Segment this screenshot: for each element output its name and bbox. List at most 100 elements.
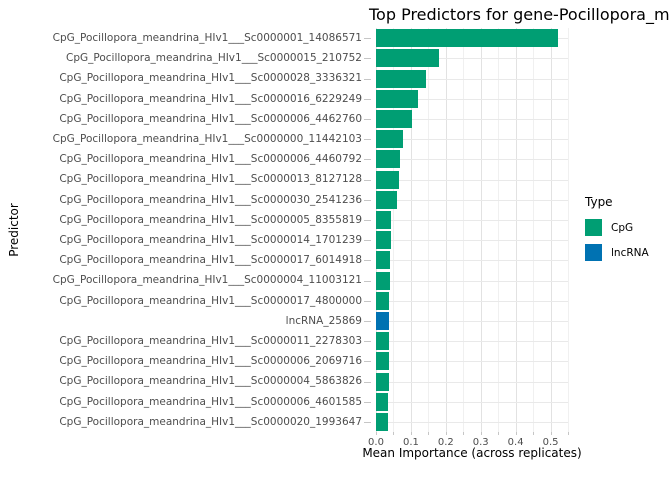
y-axis-tick [364,58,371,60]
bar [376,231,391,250]
minor-gridline [498,28,500,432]
legend-item: lncRNA [585,244,649,261]
x-axis-tick [376,432,377,435]
x-axis-tick [393,432,395,435]
row-gridline [376,179,568,181]
x-axis-tick [550,432,552,435]
y-axis-label: CpG_Pocillopora_meandrina_HIv1___Sc00000… [59,72,362,85]
major-gridline [515,28,517,432]
legend-title: Type [585,195,613,209]
legend-swatch-lncrna [585,244,602,261]
minor-gridline [428,28,430,432]
y-axis-label: CpG_Pocillopora_meandrina_HIv1___Sc00000… [59,193,362,206]
x-axis-tick [533,432,535,435]
y-axis-tick [364,118,371,120]
y-axis-label: CpG_Pocillopora_meandrina_HIv1___Sc00000… [59,415,362,428]
y-axis-label: CpG_Pocillopora_meandrina_HIv1___Sc00000… [59,375,362,388]
y-axis-label: CpG_Pocillopora_meandrina_HIv1___Sc00000… [59,335,362,347]
bar [376,109,413,128]
row-gridline [376,78,568,80]
bar [376,49,439,68]
bar [376,352,389,371]
x-axis-tick [410,432,412,435]
bar [376,130,403,149]
plot-panel [376,28,569,432]
y-axis-tick [364,38,371,40]
bar [376,311,389,330]
major-gridline [480,28,482,432]
x-tick-label: 0.5 [542,437,559,448]
legend-swatch-cpg [585,219,602,236]
major-gridline [376,28,377,432]
bar [376,29,558,48]
y-axis-label: CpG_Pocillopora_meandrina_HIv1___Sc00000… [52,133,362,145]
legend-label: lncRNA [611,246,649,259]
y-axis-label: CpG_Pocillopora_meandrina_HIv1___Sc00000… [59,355,362,368]
legend-item: CpG [585,219,649,236]
y-axis-tick [364,381,371,383]
y-axis-label: CpG_Pocillopora_meandrina_HIv1___Sc00000… [66,52,362,65]
y-axis-label: CpG_Pocillopora_meandrina_HIv1___Sc00000… [59,234,362,246]
y-axis-tick [364,300,371,302]
row-gridline [376,260,568,262]
y-axis-tick [364,78,371,80]
bar [376,150,401,169]
y-axis-label: CpG_Pocillopora_meandrina_HIv1___Sc00000… [59,92,362,105]
legend-label: CpG [611,221,634,234]
bar [376,251,391,270]
major-gridline [445,28,447,432]
major-gridline [410,28,412,432]
x-axis-tick [445,432,447,435]
y-axis-tick [364,361,371,363]
x-tick-label: 0.0 [368,437,384,448]
y-axis-tick [364,139,371,141]
y-axis-label: CpG_Pocillopora_meandrina_HIv1___Sc00000… [59,254,362,267]
minor-gridline [463,28,465,432]
y-axis-tick [364,240,371,242]
row-gridline [376,280,568,282]
y-axis-tick [364,199,371,201]
y-axis-label: CpG_Pocillopora_meandrina_HIv1___Sc00000… [59,153,362,166]
row-gridline [376,98,568,100]
x-axis-tick [480,432,482,435]
row-gridline [376,421,568,423]
row-gridline [376,219,568,221]
row-gridline [376,199,568,201]
major-gridline [550,28,552,432]
x-axis-tick [428,432,430,435]
x-axis-tick [515,432,517,435]
bar [376,332,389,351]
row-gridline [376,159,568,161]
y-axis-tick [364,179,371,181]
x-axis-tick [498,432,500,435]
y-axis-label: CpG_Pocillopora_meandrina_HIv1___Sc00000… [59,112,362,125]
legend-items: CpG lncRNA [585,219,649,261]
bar [376,89,419,108]
chart-title: Top Predictors for gene-Pocillopora_m [369,5,670,24]
row-gridline [376,118,568,120]
minor-gridline [568,28,569,432]
bar [376,392,389,411]
row-gridline [376,139,568,141]
y-axis-label: CpG_Pocillopora_meandrina_HIv1___Sc00000… [59,213,362,226]
x-tick-label: 0.2 [437,437,454,448]
row-gridline [376,401,568,403]
row-gridline [376,58,568,60]
y-axis-tick [364,159,371,161]
y-axis-tick [364,280,371,282]
y-axis-label: lncRNA_25869 [285,314,362,327]
y-axis-tick [364,260,371,262]
bar [376,170,400,189]
bar [376,372,389,391]
bar [376,291,390,310]
x-axis-title: Mean Importance (across replicates) [362,446,582,460]
legend: Type CpG lncRNA [585,195,649,269]
bar [376,210,392,229]
y-axis-label: CpG_Pocillopora_meandrina_HIv1___Sc00000… [52,32,362,44]
y-axis-tick [364,98,371,100]
x-tick-label: 0.1 [402,437,419,448]
bar [376,271,390,290]
bar [376,190,397,209]
row-gridline [376,341,568,343]
